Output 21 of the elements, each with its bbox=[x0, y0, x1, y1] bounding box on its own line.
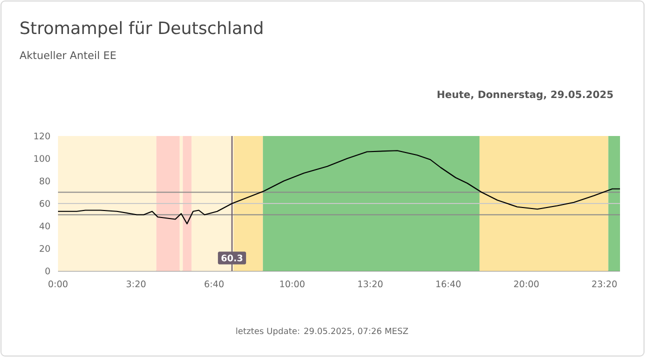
y-tick-label: 60 bbox=[40, 200, 50, 207]
y-tick-label: 100 bbox=[34, 155, 50, 162]
x-tick-label: 23:20 bbox=[592, 280, 617, 288]
x-tick-label: 16:40 bbox=[436, 280, 461, 288]
annotation: 60.3 bbox=[221, 254, 242, 262]
chart-title: Stromampel für Deutschland bbox=[20, 21, 262, 38]
x-tick-label: 0:00 bbox=[48, 280, 68, 288]
x-tick-label: 10:00 bbox=[280, 280, 304, 288]
y-tick-label: 0 bbox=[45, 268, 50, 274]
text: letztes Update: 29.05.2025, 07:26 MESZ bbox=[236, 328, 408, 336]
y-tick-label: 20 bbox=[40, 245, 50, 252]
y-tick-label: 40 bbox=[40, 222, 50, 230]
x-tick-label: 3:20 bbox=[126, 280, 146, 288]
x-tick-label: 13:20 bbox=[358, 280, 383, 288]
text: Heute, Donnerstag, 29.05.2025 bbox=[438, 90, 613, 100]
y-tick-label: 120 bbox=[34, 132, 50, 140]
x-tick-label: 6:40 bbox=[204, 280, 224, 288]
chart-subtitle: Aktueller Anteil EE bbox=[20, 51, 116, 60]
x-tick-label: 20:00 bbox=[514, 280, 539, 288]
line-series bbox=[57, 150, 621, 224]
y-tick-label: 80 bbox=[40, 178, 50, 184]
